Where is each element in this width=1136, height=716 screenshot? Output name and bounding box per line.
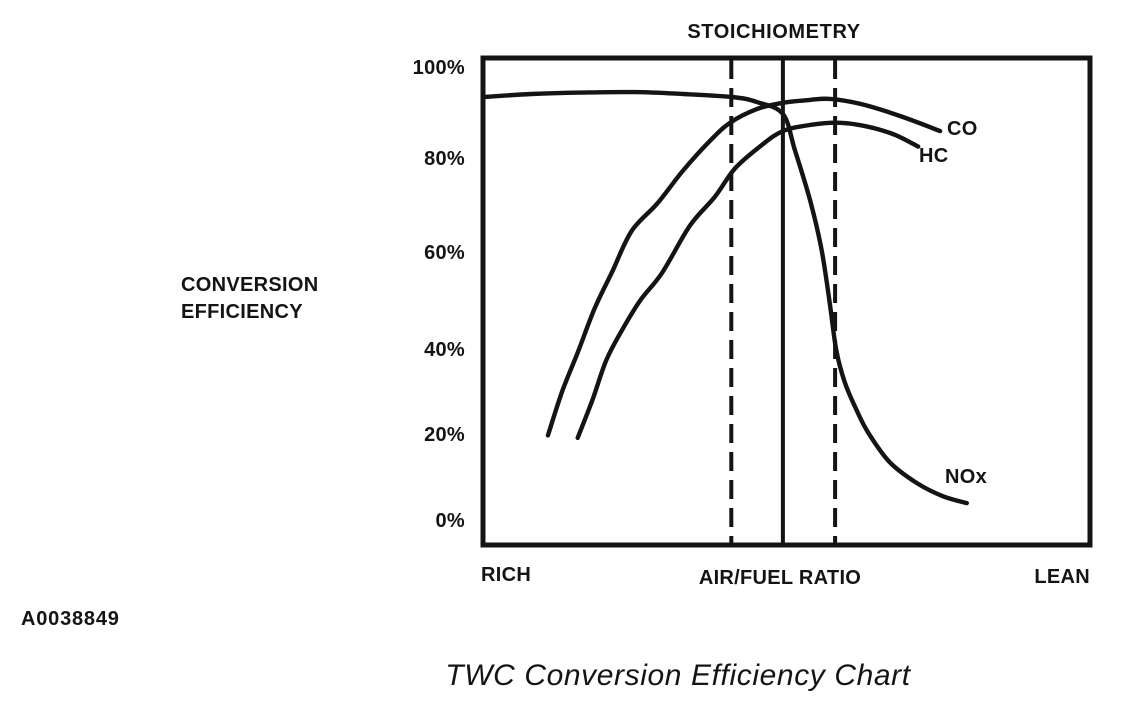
y-tick-100: 100% <box>412 57 465 79</box>
y-tick-20: 20% <box>424 424 465 446</box>
figure-caption: TWC Conversion Efficiency Chart <box>445 659 911 692</box>
curve-label-hc: HC <box>919 145 949 167</box>
stoichiometry-label: STOICHIOMETRY <box>687 21 861 43</box>
y-axis-title: CONVERSION EFFICIENCY <box>181 272 318 326</box>
y-axis-title-line2: EFFICIENCY <box>181 301 303 323</box>
curve-label-nox: NOx <box>945 466 988 488</box>
y-axis-title-line1: CONVERSION <box>181 274 319 296</box>
y-tick-60: 60% <box>424 242 465 264</box>
x-axis-label-lean: LEAN <box>1034 566 1090 588</box>
co-curve <box>545 96 943 438</box>
curve-label-co: CO <box>947 118 978 140</box>
hc-curve <box>575 120 921 441</box>
x-axis-label-rich: RICH <box>481 564 532 586</box>
figure-code: A0038849 <box>21 608 120 630</box>
y-tick-80: 80% <box>424 148 465 170</box>
x-axis-label-air-fuel-ratio: AIR/FUEL RATIO <box>698 567 862 589</box>
y-tick-40: 40% <box>424 339 465 361</box>
nox-curve <box>480 89 969 506</box>
y-tick-0: 0% <box>435 510 465 532</box>
plot-border <box>480 55 1093 548</box>
